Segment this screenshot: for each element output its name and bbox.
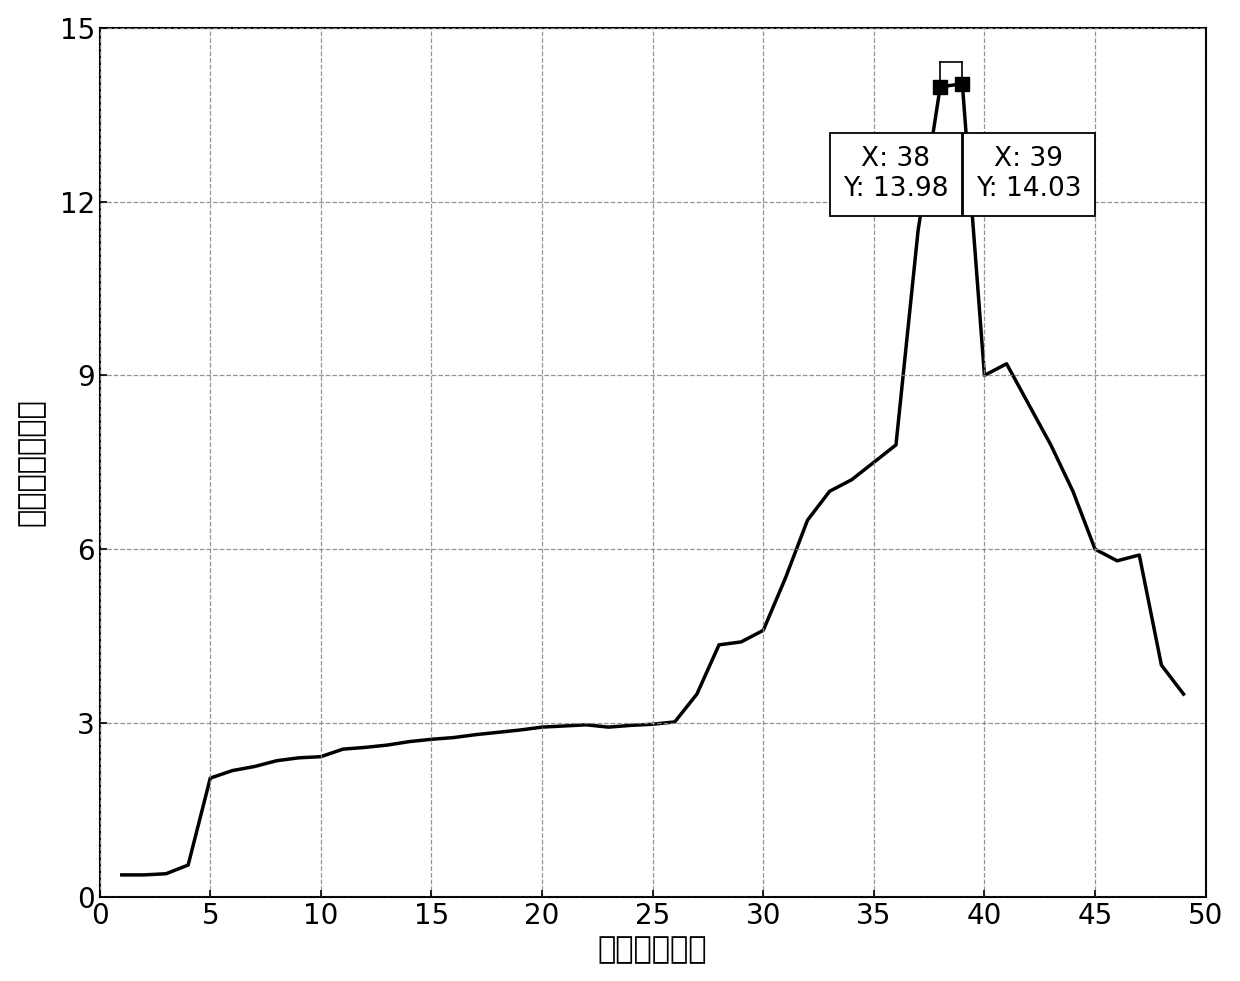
Text: X: 38
Y: 13.98: X: 38 Y: 13.98	[843, 146, 949, 202]
Y-axis label: 重构信号峓度値: 重构信号峓度値	[16, 398, 46, 526]
X-axis label: 稀疏分解次数: 稀疏分解次数	[598, 935, 707, 964]
Text: X: 39
Y: 14.03: X: 39 Y: 14.03	[976, 146, 1081, 202]
